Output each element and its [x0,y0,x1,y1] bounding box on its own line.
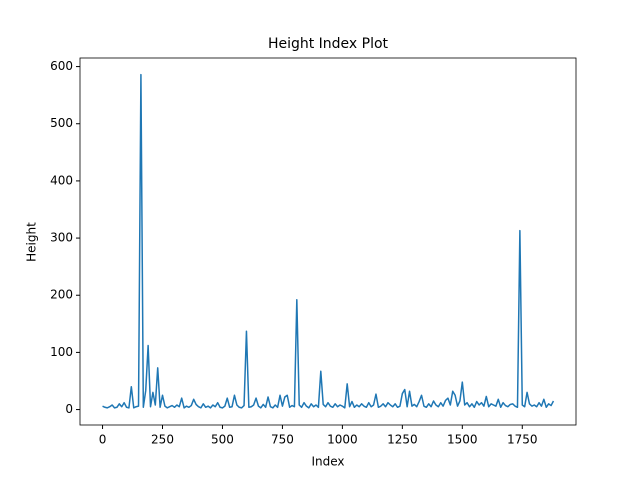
data-line [102,73,555,409]
plot-frame [79,57,577,426]
chart-title: Height Index Plot [268,36,389,52]
x-tick-label: 1500 [447,433,478,447]
y-tick-label: 300 [50,231,73,245]
x-tick-label: 250 [151,433,174,447]
y-tick-label: 100 [50,345,73,359]
x-tick-label: 1750 [507,433,538,447]
x-tick-label: 0 [99,433,107,447]
y-tick-label: 400 [50,173,73,187]
x-tick-label: 500 [211,433,234,447]
y-tick-label: 0 [65,402,73,416]
x-tick-label: 1000 [327,433,358,447]
x-tick-label: 750 [271,433,294,447]
y-tick-label: 500 [50,116,73,130]
y-tick-label: 200 [50,288,73,302]
y-axis-label: Height [25,222,39,262]
x-tick-label: 1250 [387,433,418,447]
x-axis-label: Index [311,455,344,469]
y-tick-label: 600 [50,59,73,73]
